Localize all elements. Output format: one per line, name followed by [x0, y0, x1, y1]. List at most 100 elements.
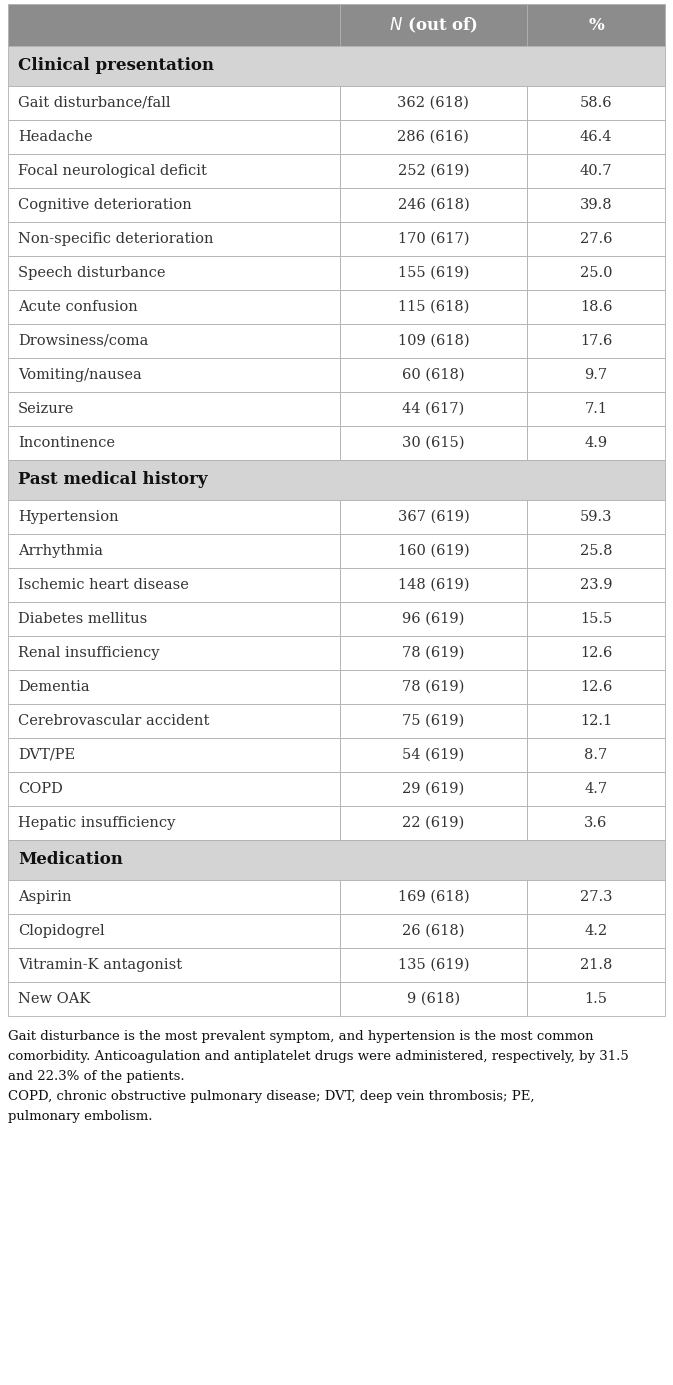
Text: Seizure: Seizure	[18, 402, 75, 416]
Text: Arrhythmia: Arrhythmia	[18, 544, 103, 558]
Bar	[527, 602, 665, 636]
Bar	[527, 4, 665, 46]
Text: 4.7: 4.7	[584, 783, 608, 796]
Bar	[8, 947, 340, 982]
Bar	[340, 879, 527, 914]
Text: Clopidogrel: Clopidogrel	[18, 924, 104, 938]
Text: 9 (618): 9 (618)	[407, 992, 460, 1006]
Text: 60 (618): 60 (618)	[402, 368, 465, 382]
Text: 8.7: 8.7	[584, 748, 608, 762]
Text: 46.4: 46.4	[579, 130, 612, 144]
Bar	[8, 4, 340, 46]
Bar	[340, 568, 527, 602]
Bar	[527, 154, 665, 188]
Bar	[8, 46, 665, 86]
Bar	[527, 289, 665, 324]
Text: 22 (619): 22 (619)	[402, 816, 464, 830]
Text: Gait disturbance/fall: Gait disturbance/fall	[18, 96, 170, 109]
Text: 25.8: 25.8	[579, 544, 612, 558]
Bar	[340, 947, 527, 982]
Bar	[527, 188, 665, 222]
Bar	[527, 357, 665, 392]
Text: 17.6: 17.6	[580, 334, 612, 348]
Text: 30 (615): 30 (615)	[402, 436, 464, 450]
Bar	[8, 839, 665, 879]
Text: 246 (618): 246 (618)	[398, 198, 469, 212]
Text: 27.3: 27.3	[579, 891, 612, 904]
Bar	[527, 256, 665, 289]
Text: 4.2: 4.2	[584, 924, 608, 938]
Bar	[340, 427, 527, 460]
Text: 78 (619): 78 (619)	[402, 680, 464, 694]
Text: 252 (619): 252 (619)	[398, 163, 469, 179]
Text: 169 (618): 169 (618)	[398, 891, 469, 904]
Text: 59.3: 59.3	[579, 510, 612, 524]
Bar	[340, 704, 527, 738]
Text: 39.8: 39.8	[579, 198, 612, 212]
Bar	[8, 879, 340, 914]
Text: Past medical history: Past medical history	[18, 471, 207, 489]
Bar	[8, 188, 340, 222]
Text: Diabetes mellitus: Diabetes mellitus	[18, 612, 147, 626]
Text: Cerebrovascular accident: Cerebrovascular accident	[18, 715, 209, 729]
Text: 367 (619): 367 (619)	[398, 510, 469, 524]
Text: 40.7: 40.7	[579, 163, 612, 179]
Bar	[340, 357, 527, 392]
Text: 78 (619): 78 (619)	[402, 645, 464, 661]
Text: Dementia: Dementia	[18, 680, 90, 694]
Text: Renal insufficiency: Renal insufficiency	[18, 645, 160, 661]
Bar	[527, 636, 665, 670]
Text: Acute confusion: Acute confusion	[18, 301, 138, 314]
Text: Non-specific deterioration: Non-specific deterioration	[18, 233, 213, 247]
Bar	[8, 535, 340, 568]
Bar	[340, 535, 527, 568]
Bar	[527, 500, 665, 535]
Text: COPD: COPD	[18, 783, 63, 796]
Bar	[340, 120, 527, 154]
Bar	[8, 460, 665, 500]
Bar	[527, 982, 665, 1017]
Text: Ischemic heart disease: Ischemic heart disease	[18, 578, 189, 591]
Bar	[8, 670, 340, 704]
Bar	[340, 4, 527, 46]
Bar	[340, 771, 527, 806]
Text: 29 (619): 29 (619)	[402, 783, 464, 796]
Text: 15.5: 15.5	[580, 612, 612, 626]
Bar	[8, 914, 340, 947]
Text: comorbidity. Anticoagulation and antiplatelet drugs were administered, respectiv: comorbidity. Anticoagulation and antipla…	[8, 1050, 629, 1064]
Text: Hepatic insufficiency: Hepatic insufficiency	[18, 816, 176, 830]
Bar	[340, 670, 527, 704]
Bar	[8, 392, 340, 427]
Bar	[8, 806, 340, 839]
Bar	[340, 222, 527, 256]
Text: 12.1: 12.1	[580, 715, 612, 729]
Bar	[340, 982, 527, 1017]
Text: 9.7: 9.7	[584, 368, 608, 382]
Bar	[8, 154, 340, 188]
Text: 21.8: 21.8	[580, 958, 612, 972]
Bar	[527, 392, 665, 427]
Text: Gait disturbance is the most prevalent symptom, and hypertension is the most com: Gait disturbance is the most prevalent s…	[8, 1030, 594, 1043]
Text: $\mathit{N}$ (out of): $\mathit{N}$ (out of)	[389, 15, 478, 35]
Text: 115 (618): 115 (618)	[398, 301, 469, 314]
Bar	[340, 500, 527, 535]
Text: 18.6: 18.6	[579, 301, 612, 314]
Bar	[8, 704, 340, 738]
Text: 4.9: 4.9	[584, 436, 608, 450]
Text: Incontinence: Incontinence	[18, 436, 115, 450]
Text: 54 (619): 54 (619)	[402, 748, 464, 762]
Text: 286 (616): 286 (616)	[398, 130, 469, 144]
Bar	[8, 602, 340, 636]
Bar	[527, 86, 665, 120]
Bar	[340, 914, 527, 947]
Bar	[527, 914, 665, 947]
Bar	[527, 879, 665, 914]
Bar	[527, 427, 665, 460]
Text: 12.6: 12.6	[580, 680, 612, 694]
Bar	[527, 222, 665, 256]
Bar	[8, 324, 340, 357]
Bar	[8, 738, 340, 771]
Text: 1.5: 1.5	[585, 992, 608, 1006]
Text: 160 (619): 160 (619)	[398, 544, 469, 558]
Bar	[8, 771, 340, 806]
